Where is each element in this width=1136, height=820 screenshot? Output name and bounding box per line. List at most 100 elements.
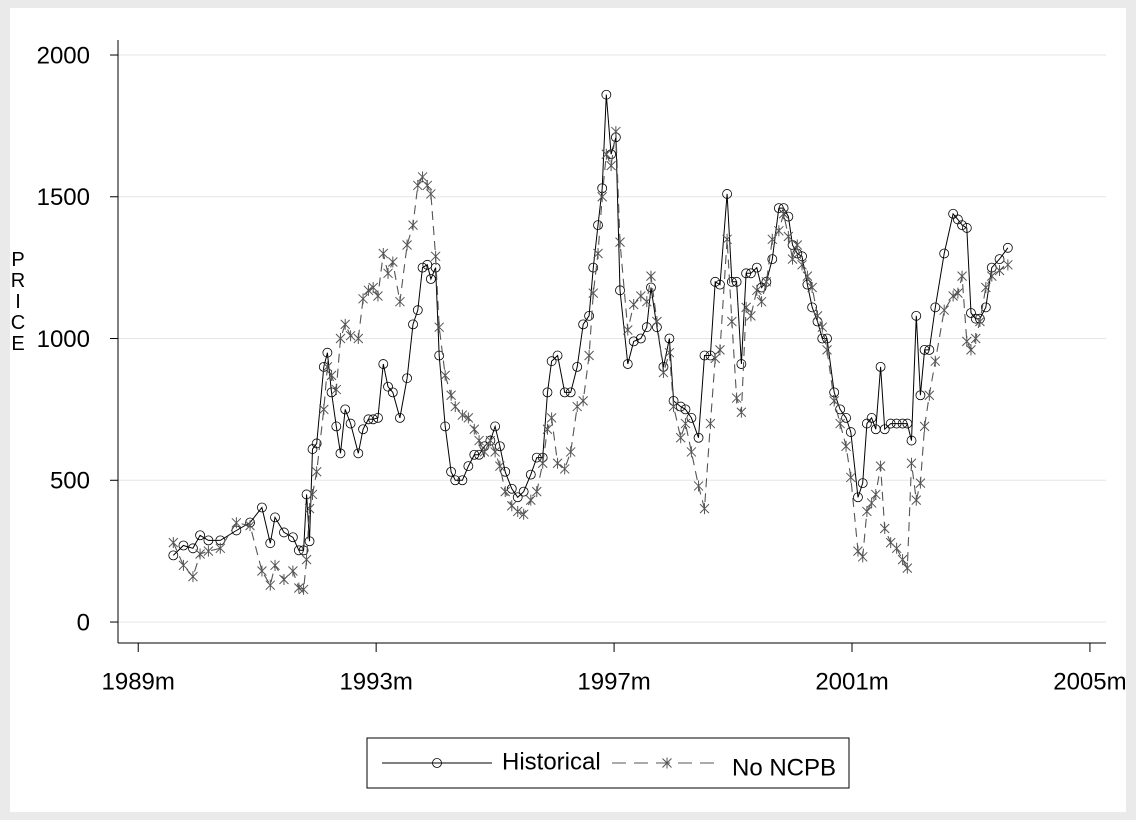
- point-marker: [767, 254, 778, 265]
- point-marker: [597, 191, 608, 203]
- point-marker: [572, 401, 583, 413]
- point-marker: [168, 537, 179, 549]
- point-marker: [270, 512, 280, 523]
- point-marker: [686, 446, 697, 458]
- point-marker: [906, 457, 917, 469]
- point-marker: [288, 565, 298, 577]
- point-marker: [353, 448, 364, 459]
- point-marker: [469, 449, 480, 460]
- point-marker: [495, 460, 505, 472]
- point-marker: [792, 239, 803, 251]
- point-marker: [875, 361, 886, 372]
- point-marker: [559, 463, 570, 475]
- point-marker: [961, 223, 972, 233]
- point-marker: [322, 347, 333, 358]
- point-marker: [518, 508, 529, 520]
- x-tick-label: 2001m: [815, 668, 888, 695]
- point-marker: [279, 573, 289, 585]
- point-marker: [395, 413, 405, 423]
- point-marker: [304, 536, 315, 547]
- point-marker: [363, 284, 374, 296]
- point-marker: [301, 489, 312, 500]
- point-marker: [387, 387, 398, 398]
- point-marker: [387, 256, 398, 268]
- point-marker: [304, 503, 315, 515]
- point-marker: [546, 356, 557, 367]
- point-marker: [331, 421, 342, 432]
- point-marker: [710, 352, 721, 364]
- point-marker: [531, 452, 542, 463]
- point-marker: [930, 302, 941, 313]
- point-marker: [301, 554, 312, 566]
- point-marker: [924, 344, 935, 355]
- point-marker: [584, 350, 594, 362]
- legend-label: Historical: [502, 748, 601, 775]
- point-marker: [741, 301, 751, 313]
- point-marker: [994, 264, 1005, 276]
- point-marker: [751, 262, 762, 273]
- point-marker: [857, 551, 868, 563]
- point-marker: [980, 302, 991, 313]
- point-marker: [857, 478, 868, 489]
- point-marker: [746, 310, 756, 322]
- point-marker: [773, 203, 784, 214]
- point-marker: [578, 395, 589, 407]
- point-marker: [565, 387, 576, 398]
- point-marker: [450, 475, 461, 486]
- y-tick-label: 1000: [37, 326, 90, 353]
- point-marker: [434, 350, 445, 361]
- point-marker: [1002, 259, 1013, 271]
- point-marker: [628, 336, 639, 347]
- point-marker: [761, 276, 772, 288]
- point-marker: [615, 236, 625, 248]
- point-marker: [787, 253, 798, 265]
- point-marker: [293, 545, 304, 556]
- point-marker: [715, 344, 725, 356]
- point-marker: [287, 532, 298, 543]
- point-marker: [279, 527, 289, 538]
- point-marker: [257, 565, 267, 577]
- point-marker: [525, 469, 536, 480]
- point-marker: [668, 401, 679, 413]
- point-marker: [915, 477, 926, 489]
- point-marker: [948, 208, 959, 219]
- point-marker: [741, 268, 752, 279]
- point-marker: [440, 421, 451, 432]
- point-marker: [841, 440, 851, 452]
- point-marker: [450, 401, 461, 413]
- point-marker: [675, 401, 686, 412]
- point-marker: [485, 435, 496, 447]
- point-marker: [402, 239, 412, 251]
- point-marker: [802, 270, 813, 282]
- point-marker: [715, 279, 725, 290]
- point-marker: [322, 361, 333, 373]
- point-marker: [432, 758, 442, 768]
- point-marker: [168, 550, 179, 561]
- point-marker: [807, 281, 818, 293]
- point-marker: [430, 250, 441, 262]
- point-marker: [474, 435, 484, 447]
- point-marker: [383, 381, 393, 392]
- point-marker: [664, 333, 675, 344]
- point-marker: [512, 505, 523, 517]
- point-marker: [870, 488, 881, 500]
- point-marker: [853, 545, 863, 557]
- point-marker: [572, 361, 583, 372]
- point-marker: [919, 420, 930, 432]
- point-marker: [939, 248, 950, 259]
- point-marker: [891, 542, 902, 554]
- point-marker: [866, 413, 877, 423]
- x-tick-label: 1993m: [339, 668, 412, 695]
- point-marker: [422, 179, 433, 191]
- point-marker: [957, 220, 967, 231]
- y-tick-label: 2000: [37, 42, 90, 69]
- point-marker: [911, 310, 922, 321]
- point-marker: [726, 276, 737, 287]
- point-marker: [270, 559, 280, 571]
- point-marker: [835, 404, 846, 415]
- point-marker: [490, 421, 501, 432]
- point-marker: [953, 287, 963, 299]
- point-marker: [593, 220, 603, 231]
- point-marker: [417, 171, 428, 183]
